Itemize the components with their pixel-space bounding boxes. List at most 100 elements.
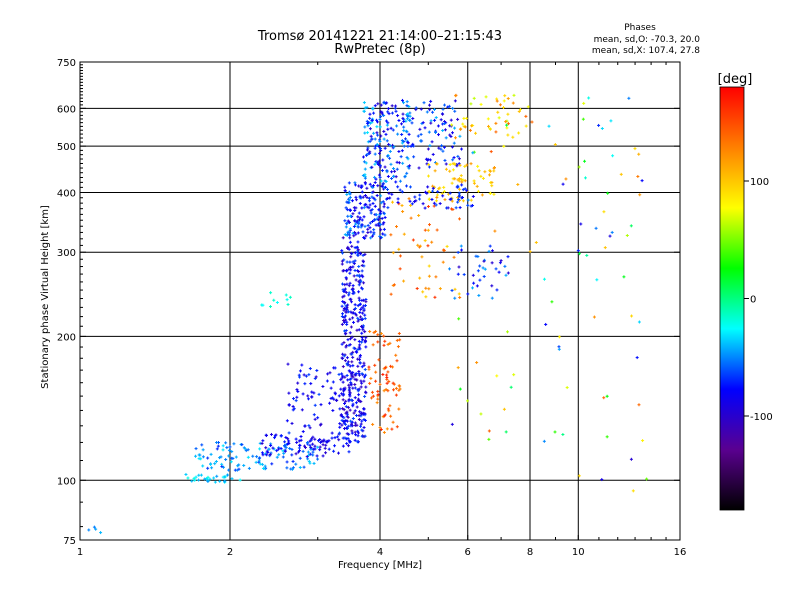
data-point: [524, 114, 528, 118]
data-point: [382, 334, 386, 338]
data-point: [311, 442, 315, 446]
data-point: [457, 177, 461, 181]
data-point: [341, 236, 345, 240]
data-point: [264, 446, 268, 450]
data-point: [373, 198, 377, 202]
data-point: [342, 392, 346, 396]
data-point: [379, 228, 383, 232]
data-point: [493, 229, 497, 233]
data-point: [451, 168, 455, 172]
data-point: [499, 259, 503, 263]
data-point: [184, 472, 188, 476]
data-point: [397, 407, 401, 411]
data-point: [358, 347, 362, 351]
data-point: [374, 370, 378, 374]
data-point: [387, 191, 391, 195]
data-point: [347, 181, 351, 185]
data-point: [441, 260, 445, 264]
data-point: [379, 179, 383, 183]
data-point: [286, 302, 290, 306]
data-point: [478, 278, 482, 282]
data-point: [395, 167, 399, 171]
data-point: [422, 101, 426, 105]
data-point: [372, 111, 376, 115]
data-point: [379, 110, 383, 114]
data-point: [378, 163, 382, 167]
data-point: [197, 453, 201, 457]
data-point: [381, 182, 385, 186]
data-point: [215, 441, 219, 445]
data-point: [360, 428, 364, 432]
data-point: [431, 189, 435, 193]
data-point: [397, 247, 401, 251]
data-point: [436, 190, 440, 194]
data-point: [458, 296, 462, 300]
data-point: [606, 191, 610, 195]
data-point: [378, 222, 382, 226]
data-point: [361, 253, 365, 257]
data-point: [378, 175, 382, 179]
data-point: [358, 361, 362, 365]
data-point: [311, 453, 315, 457]
data-point: [368, 330, 372, 334]
data-point: [398, 338, 402, 342]
data-point: [389, 126, 393, 130]
data-point: [406, 144, 410, 148]
data-point: [392, 382, 396, 386]
data-point: [409, 216, 413, 220]
data-point: [343, 233, 347, 237]
data-point: [460, 180, 464, 184]
data-point: [359, 196, 363, 200]
data-point: [340, 418, 344, 422]
data-point: [340, 314, 344, 318]
data-point: [197, 473, 201, 477]
data-point: [289, 467, 293, 471]
data-point: [341, 295, 345, 299]
data-point: [352, 346, 356, 350]
data-point: [438, 202, 442, 206]
data-point: [371, 190, 375, 194]
data-point: [344, 206, 348, 210]
data-point: [466, 292, 470, 296]
data-point: [448, 133, 452, 137]
data-point: [352, 225, 356, 229]
data-point: [360, 190, 364, 194]
data-point: [287, 439, 291, 443]
data-point: [458, 163, 462, 167]
data-point: [373, 152, 377, 156]
data-point: [490, 184, 494, 188]
data-point: [263, 464, 267, 468]
data-point: [488, 244, 492, 248]
data-point: [331, 380, 335, 384]
data-point: [456, 200, 460, 204]
data-point: [279, 447, 283, 451]
data-point: [385, 101, 389, 105]
data-point: [490, 284, 494, 288]
data-point: [341, 444, 345, 448]
data-point: [411, 116, 415, 120]
data-point: [443, 128, 447, 132]
colorbar: [deg] 100 0 -100: [718, 72, 773, 511]
data-point: [375, 193, 379, 197]
data-point: [379, 236, 383, 240]
data-point: [237, 463, 241, 467]
data-point: [298, 456, 302, 460]
data-point: [230, 477, 234, 481]
data-point: [343, 185, 347, 189]
data-point: [260, 441, 264, 445]
data-point: [382, 227, 386, 231]
data-point: [300, 363, 304, 367]
data-point: [382, 202, 386, 206]
data-point: [542, 277, 546, 281]
data-point: [329, 386, 333, 390]
data-point: [306, 397, 310, 401]
data-point: [345, 221, 349, 225]
data-point: [424, 286, 428, 290]
data-point: [479, 102, 483, 106]
chart-subtitle: RwPretec (8p): [334, 42, 425, 57]
data-point: [400, 190, 404, 194]
data-point: [323, 446, 327, 450]
data-point: [386, 174, 390, 178]
data-point: [469, 198, 473, 202]
data-point: [453, 99, 457, 103]
